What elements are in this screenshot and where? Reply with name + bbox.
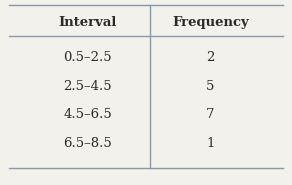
Text: 6.5–8.5: 6.5–8.5 — [63, 137, 112, 150]
Text: 2.5–4.5: 2.5–4.5 — [63, 80, 112, 92]
Text: 4.5–6.5: 4.5–6.5 — [63, 108, 112, 121]
Text: 5: 5 — [206, 80, 214, 92]
Text: Interval: Interval — [58, 16, 117, 29]
Text: 1: 1 — [206, 137, 214, 150]
Text: 2: 2 — [206, 51, 214, 64]
Text: Frequency: Frequency — [172, 16, 248, 29]
Text: 7: 7 — [206, 108, 215, 121]
Text: 0.5–2.5: 0.5–2.5 — [63, 51, 112, 64]
